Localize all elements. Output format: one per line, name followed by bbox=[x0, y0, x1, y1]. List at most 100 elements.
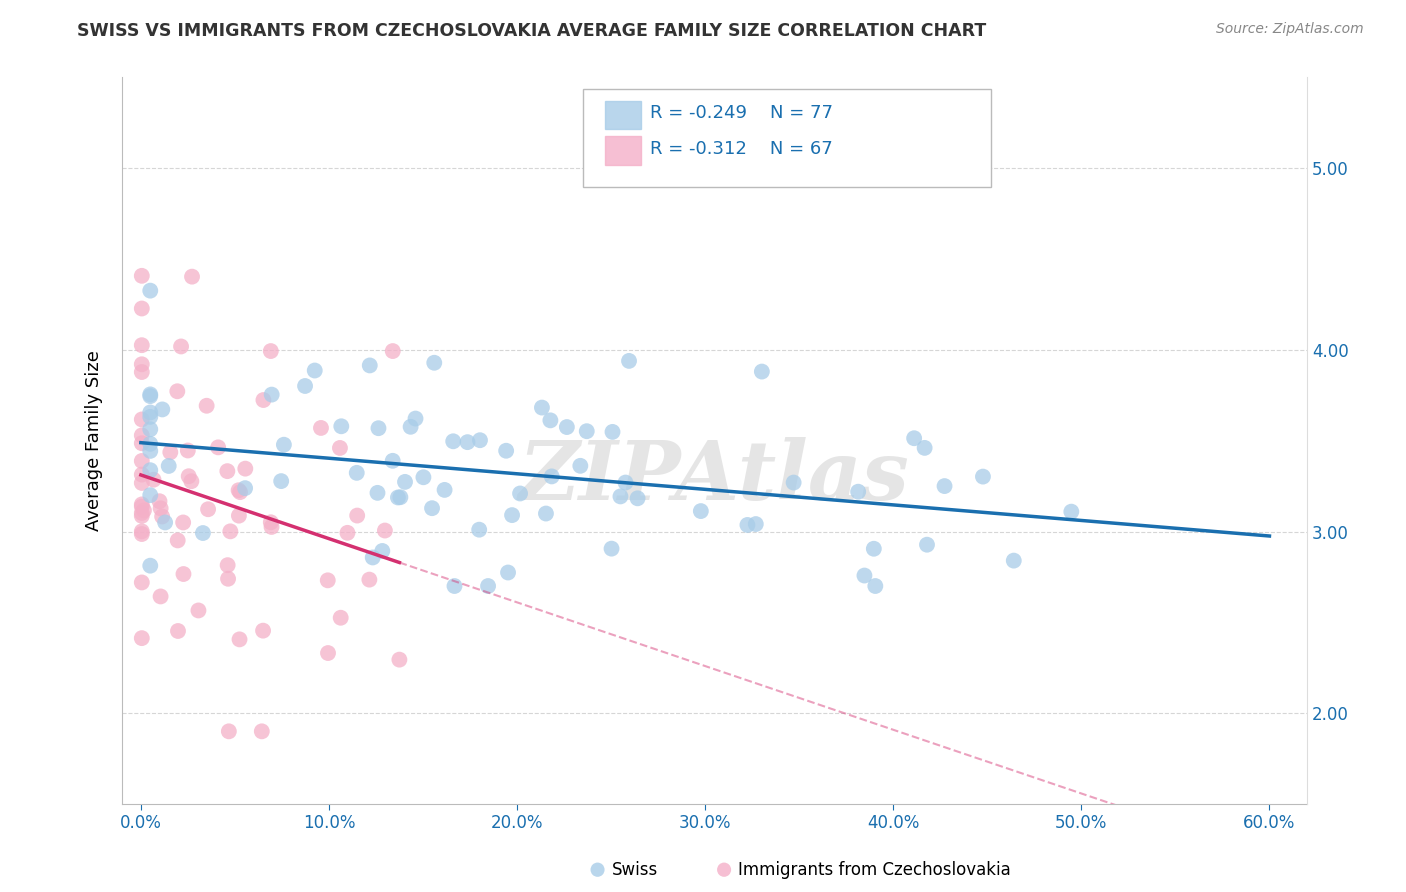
Point bbox=[139, 422, 162, 436]
Point bbox=[139, 488, 162, 502]
Point bbox=[131, 575, 153, 590]
Point bbox=[501, 508, 523, 522]
Text: Immigrants from Czechoslovakia: Immigrants from Czechoslovakia bbox=[738, 861, 1011, 879]
Point bbox=[361, 550, 384, 565]
Point bbox=[250, 724, 273, 739]
Point bbox=[617, 354, 640, 368]
Point bbox=[782, 475, 804, 490]
Point bbox=[366, 486, 388, 500]
Point bbox=[252, 392, 274, 407]
Text: Source: ZipAtlas.com: Source: ZipAtlas.com bbox=[1216, 22, 1364, 37]
Point bbox=[131, 365, 153, 379]
Point bbox=[405, 411, 427, 425]
Point bbox=[270, 474, 292, 488]
Point bbox=[1002, 553, 1025, 567]
Point bbox=[751, 365, 773, 379]
Point bbox=[443, 579, 465, 593]
Point bbox=[569, 458, 592, 473]
Point bbox=[399, 419, 422, 434]
Point bbox=[865, 579, 887, 593]
Point bbox=[294, 379, 316, 393]
Y-axis label: Average Family Size: Average Family Size bbox=[86, 351, 103, 531]
Point bbox=[131, 631, 153, 645]
Point bbox=[177, 469, 200, 483]
Point bbox=[737, 517, 759, 532]
Point bbox=[412, 470, 434, 484]
Point bbox=[260, 520, 283, 534]
Point bbox=[903, 431, 925, 445]
Point bbox=[381, 454, 404, 468]
Point bbox=[330, 419, 353, 434]
Point bbox=[131, 301, 153, 316]
Point bbox=[389, 490, 412, 504]
Point bbox=[131, 268, 153, 283]
Point bbox=[367, 421, 389, 435]
Point bbox=[139, 389, 162, 403]
Point bbox=[381, 344, 404, 359]
Point bbox=[207, 441, 229, 455]
Point bbox=[388, 653, 411, 667]
Point bbox=[495, 443, 517, 458]
Point bbox=[538, 413, 561, 427]
Text: R = -0.312    N = 67: R = -0.312 N = 67 bbox=[650, 140, 832, 158]
Point bbox=[217, 558, 239, 573]
Point bbox=[191, 526, 214, 541]
Point bbox=[387, 491, 409, 505]
Point bbox=[329, 611, 352, 625]
Point bbox=[150, 402, 173, 417]
Point bbox=[371, 544, 394, 558]
Point bbox=[846, 484, 869, 499]
Point bbox=[863, 541, 886, 556]
Point bbox=[394, 475, 416, 489]
Point bbox=[602, 425, 624, 439]
Point bbox=[374, 524, 396, 538]
Point bbox=[477, 579, 499, 593]
Point bbox=[609, 490, 631, 504]
Point bbox=[309, 421, 332, 435]
Point bbox=[456, 435, 478, 450]
Point bbox=[149, 501, 172, 516]
Point bbox=[509, 486, 531, 500]
Text: ZIPAtlas: ZIPAtlas bbox=[519, 437, 910, 517]
Text: SWISS VS IMMIGRANTS FROM CZECHOSLOVAKIA AVERAGE FAMILY SIZE CORRELATION CHART: SWISS VS IMMIGRANTS FROM CZECHOSLOVAKIA … bbox=[77, 22, 987, 40]
Point bbox=[540, 469, 562, 483]
Point bbox=[131, 454, 153, 468]
Point bbox=[139, 409, 162, 424]
Point bbox=[433, 483, 456, 497]
Point bbox=[555, 420, 578, 434]
Point bbox=[139, 284, 162, 298]
Point bbox=[600, 541, 623, 556]
Point bbox=[131, 508, 153, 523]
Point bbox=[187, 603, 209, 617]
Point bbox=[233, 461, 256, 475]
Point bbox=[468, 523, 491, 537]
Point bbox=[131, 357, 153, 371]
Point bbox=[228, 508, 250, 523]
Point bbox=[745, 517, 768, 532]
Point bbox=[139, 558, 162, 573]
Point bbox=[336, 525, 359, 540]
Point bbox=[131, 497, 153, 511]
Point bbox=[304, 363, 326, 377]
Point bbox=[252, 624, 274, 638]
Point bbox=[195, 399, 218, 413]
Point bbox=[180, 474, 202, 488]
Point bbox=[233, 481, 256, 495]
Point bbox=[150, 509, 173, 524]
Point bbox=[316, 646, 339, 660]
Point bbox=[131, 524, 153, 539]
Point bbox=[131, 506, 153, 520]
Point bbox=[170, 339, 193, 353]
Point bbox=[149, 590, 172, 604]
Point bbox=[148, 494, 170, 508]
Point bbox=[260, 387, 283, 401]
Point bbox=[626, 491, 648, 506]
Point bbox=[441, 434, 464, 449]
Point bbox=[131, 527, 153, 541]
Point bbox=[131, 338, 153, 352]
Point bbox=[260, 344, 283, 359]
Point bbox=[420, 501, 443, 516]
Point bbox=[131, 467, 153, 482]
Point bbox=[260, 516, 283, 530]
Point bbox=[530, 401, 553, 415]
